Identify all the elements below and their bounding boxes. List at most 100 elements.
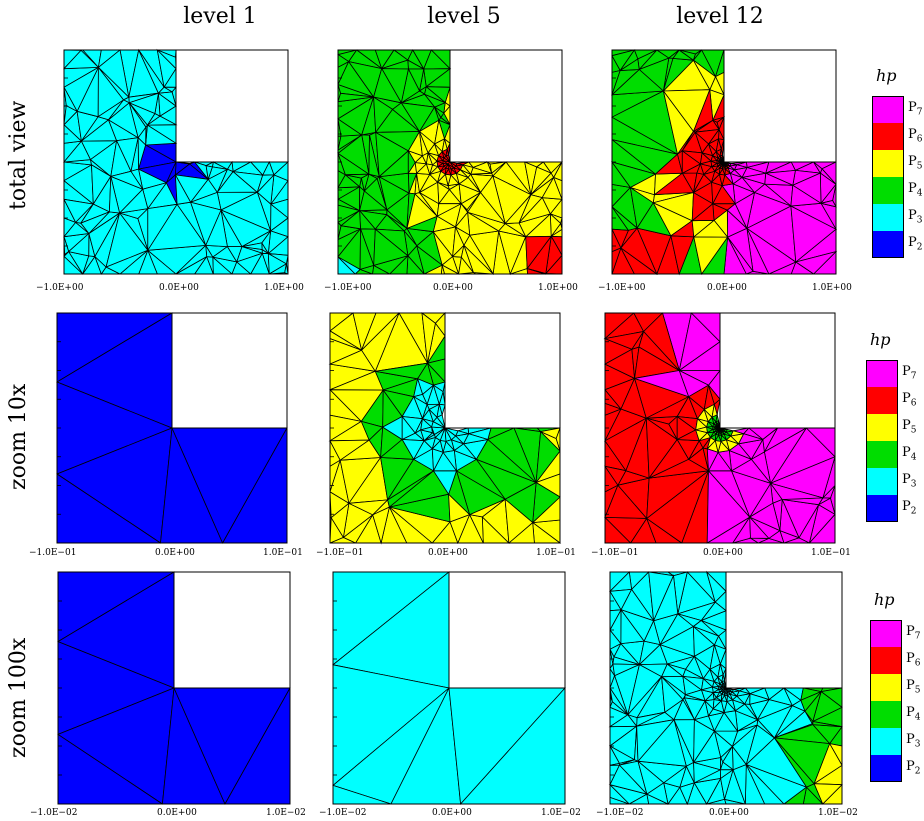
legend-swatch [866, 441, 898, 468]
mesh-element [157, 86, 174, 94]
mesh-element [718, 686, 723, 689]
tick-label: 1.0E+00 [264, 283, 304, 293]
mesh-element [440, 165, 447, 172]
mesh-svg [56, 312, 288, 544]
legend-swatch [872, 150, 904, 177]
cutout-frame [448, 571, 566, 689]
tick-label: −1.0E+00 [598, 283, 646, 293]
legend-swatch [870, 728, 902, 755]
mesh-svg [337, 49, 563, 276]
legend-label: P2 [906, 759, 921, 777]
legend-swatch [870, 755, 902, 782]
mesh-panel [337, 49, 563, 276]
mesh-element [63, 87, 79, 113]
mesh-panel [603, 312, 836, 544]
legend-label: P3 [906, 732, 921, 750]
tick-label: 1.0E−01 [263, 548, 303, 558]
mesh-element [725, 161, 728, 164]
legend-frame [866, 360, 898, 522]
mesh-element [728, 688, 734, 691]
legend-label: P5 [908, 154, 923, 172]
mesh-element [175, 244, 208, 275]
mesh-element [636, 719, 676, 763]
mesh-element [721, 690, 725, 695]
mesh-element [105, 212, 149, 268]
column-title-level-12: level 12 [676, 4, 764, 29]
mesh-element [611, 228, 629, 249]
cutout-frame [175, 49, 289, 163]
legend-swatch [872, 177, 904, 204]
cutout-frame [725, 571, 843, 689]
mesh-element [719, 689, 724, 693]
tick-label: −1.0E−02 [319, 808, 367, 818]
mesh-element [609, 687, 629, 716]
tick-label: 0.0E+00 [707, 283, 747, 293]
tick-label: 0.0E+00 [709, 808, 749, 818]
tick-label: −1.0E−02 [30, 808, 78, 818]
tick-label: 0.0E+00 [159, 283, 199, 293]
row-title-zoom-100x: zoom 100x [6, 637, 31, 758]
mesh-element [256, 174, 275, 193]
legend-frame [870, 620, 902, 782]
legend-label: P3 [902, 472, 917, 490]
mesh-element [241, 242, 263, 250]
mesh-element [80, 211, 110, 235]
mesh-element [450, 167, 457, 174]
mesh-element [813, 161, 823, 174]
mesh-element [773, 737, 831, 785]
mesh-element [820, 200, 837, 208]
mesh-element [723, 691, 727, 696]
tick-label: 0.0E+00 [155, 548, 195, 558]
mesh-element [652, 574, 679, 622]
mesh-element [721, 427, 725, 430]
mesh-element [673, 698, 696, 721]
mesh-element [428, 409, 438, 423]
legend-label: P4 [906, 705, 921, 723]
tick-label: −1.0E−01 [591, 548, 639, 558]
legend-label: P7 [906, 624, 921, 642]
mesh-element [421, 312, 436, 364]
mesh-element [455, 162, 463, 167]
mesh-element [284, 263, 289, 275]
mesh-element [359, 228, 375, 270]
mesh-element [204, 161, 214, 168]
tick-label: 1.0E−02 [266, 808, 306, 818]
tick-label: 1.0E−02 [541, 808, 581, 818]
mesh-svg [57, 571, 291, 805]
legend-label: P2 [908, 235, 923, 253]
legend-label: P6 [908, 127, 923, 145]
mesh-element [359, 190, 388, 212]
mesh-element [604, 465, 627, 486]
tick-label: 0.0E+00 [703, 548, 743, 558]
mesh-svg [610, 49, 838, 276]
legend-title: hp [870, 330, 891, 349]
mesh-element [67, 232, 90, 257]
legend-swatch [866, 468, 898, 495]
tick-label: −1.0E−01 [29, 548, 77, 558]
mesh-panel [328, 311, 562, 545]
legend-title: hp [876, 66, 897, 85]
tick-label: 1.0E−01 [811, 548, 851, 558]
mesh-element [442, 157, 451, 163]
mesh-svg [332, 571, 566, 805]
mesh-svg [603, 312, 836, 544]
mesh-element [108, 176, 121, 214]
legend-swatch [872, 96, 904, 123]
mesh-element [541, 176, 563, 200]
mesh-element [491, 161, 507, 177]
legend-swatch [872, 231, 904, 258]
mesh-element [441, 151, 447, 159]
mesh-element [360, 173, 370, 192]
mesh-element [453, 165, 461, 171]
mesh-element [726, 690, 731, 695]
legend-label: P3 [908, 208, 923, 226]
mesh-element [175, 174, 192, 205]
row-title-total-view: total view [6, 100, 31, 210]
legend-swatch [870, 674, 902, 701]
legend-label: P6 [906, 651, 921, 669]
mesh-element [455, 430, 469, 437]
tick-label: 0.0E+00 [432, 808, 472, 818]
legend-swatch [866, 414, 898, 441]
legend-label: P6 [902, 391, 917, 409]
mesh-element [718, 687, 723, 691]
